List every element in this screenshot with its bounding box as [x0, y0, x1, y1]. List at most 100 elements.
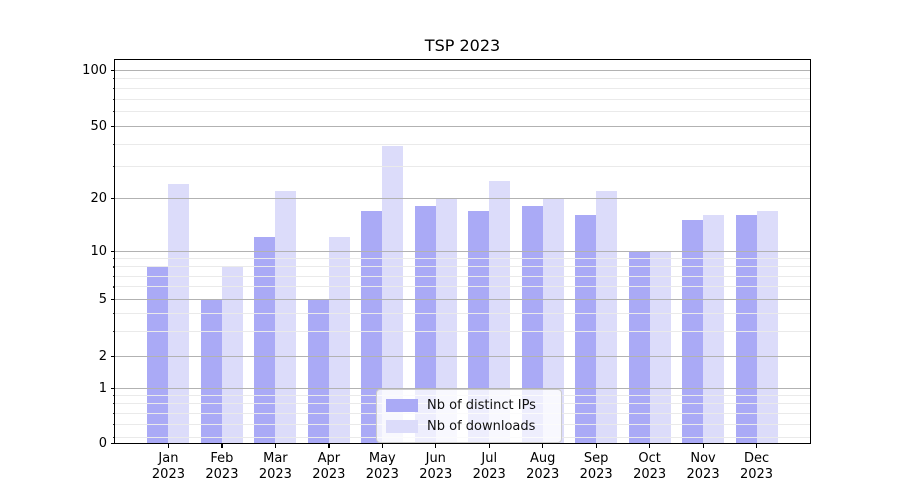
- gridline-y-20: [115, 197, 810, 199]
- x-tick-aug: [542, 443, 544, 448]
- gridline-y-10: [115, 250, 810, 252]
- y-tick-label-10: 10: [90, 243, 107, 259]
- y-tick-label-2: 2: [98, 349, 107, 364]
- bar-dec-downloads: [756, 210, 778, 443]
- legend-swatch-distinct-ips: [386, 399, 418, 412]
- y-minor-tick-0.6: [112, 423, 115, 425]
- gridline-y-80: [115, 87, 810, 89]
- gridline-y-6: [115, 286, 810, 288]
- bar-aug-distinct-ips: [521, 206, 543, 443]
- gridline-y-9: [115, 258, 810, 260]
- y-minor-tick-0.9: [112, 394, 115, 397]
- y-minor-tick-80: [112, 87, 115, 89]
- bar-jul-downloads: [489, 180, 511, 443]
- legend: Nb of distinct IPs Nb of downloads: [376, 389, 562, 443]
- x-tick-label-jul: Jul 2023: [472, 451, 506, 482]
- gridline-y-7: [115, 275, 810, 277]
- bar-may-distinct-ips: [361, 210, 383, 443]
- y-tick-label-50: 50: [90, 119, 107, 135]
- x-tick-label-sep: Sep 2023: [579, 451, 613, 482]
- legend-label-distinct-ips: Nb of distinct IPs: [427, 398, 536, 413]
- x-tick-label-mar: Mar 2023: [258, 451, 292, 482]
- y-minor-tick-60: [112, 111, 115, 113]
- y-tick-label-5: 5: [98, 292, 107, 307]
- x-tick-label-oct: Oct 2023: [633, 451, 667, 482]
- y-minor-tick-8: [112, 266, 115, 268]
- bar-jan-distinct-ips: [147, 266, 169, 443]
- bar-aug-downloads: [542, 198, 564, 443]
- x-tick-jan: [167, 443, 170, 448]
- x-tick-oct: [649, 443, 651, 448]
- y-minor-tick-0.8: [112, 403, 115, 405]
- y-tick-label-100: 100: [82, 62, 107, 78]
- y-tick-1: [110, 387, 115, 389]
- x-tick-feb: [221, 443, 223, 448]
- x-tick-apr: [328, 443, 330, 448]
- y-minor-tick-0.5: [112, 436, 115, 438]
- y-tick-2: [110, 356, 115, 358]
- bar-apr-distinct-ips: [307, 299, 329, 443]
- gridline-y-70: [115, 98, 810, 100]
- x-tick-dec: [756, 443, 758, 448]
- bar-sep-distinct-ips: [575, 215, 597, 443]
- y-tick-100: [110, 69, 115, 71]
- y-tick-20: [110, 197, 115, 199]
- y-minor-tick-70: [112, 98, 115, 100]
- y-minor-tick-30: [112, 166, 115, 168]
- gridline-y-50: [115, 126, 810, 128]
- y-tick-5: [110, 299, 115, 301]
- x-tick-label-aug: Aug 2023: [526, 451, 560, 482]
- bar-may-downloads: [382, 146, 404, 443]
- bar-sep-downloads: [596, 190, 618, 443]
- x-tick-sep: [595, 443, 597, 448]
- x-tick-label-nov: Nov 2023: [686, 451, 720, 482]
- x-tick-label-may: May 2023: [365, 451, 399, 482]
- gridline-y-2: [115, 356, 810, 357]
- gridline-y-100: [115, 69, 810, 71]
- gridline-y-5: [115, 299, 810, 300]
- legend-entry-downloads: Nb of downloads: [386, 416, 552, 437]
- gridline-y-1: [115, 387, 810, 389]
- y-minor-tick-40: [112, 143, 115, 145]
- gridline-y-40: [115, 143, 810, 145]
- gridline-y-60: [115, 111, 810, 113]
- y-tick-label-0: 0: [98, 435, 107, 451]
- y-minor-tick-6: [112, 286, 115, 288]
- y-tick-10: [110, 250, 115, 252]
- x-tick-mar: [274, 443, 277, 448]
- legend-label-downloads: Nb of downloads: [427, 419, 536, 434]
- x-tick-may: [381, 443, 383, 448]
- bar-feb-distinct-ips: [200, 299, 222, 443]
- y-minor-tick-0.7: [112, 412, 115, 414]
- x-tick-label-feb: Feb 2023: [205, 451, 239, 482]
- y-minor-tick-9: [112, 258, 115, 260]
- gridline-y-3: [115, 330, 810, 332]
- y-minor-tick-90: [112, 78, 115, 80]
- y-minor-tick-3: [112, 330, 115, 332]
- y-tick-label-20: 20: [90, 190, 107, 206]
- gridline-y-4: [115, 312, 810, 314]
- y-tick-50: [110, 126, 115, 128]
- x-tick-jul: [488, 443, 490, 448]
- bar-nov-downloads: [703, 215, 725, 443]
- bar-dec-distinct-ips: [735, 215, 757, 443]
- bar-oct-downloads: [649, 251, 671, 443]
- x-tick-label-dec: Dec 2023: [739, 451, 774, 482]
- bar-jul-distinct-ips: [468, 210, 490, 443]
- legend-swatch-downloads: [386, 420, 418, 433]
- gridline-y-8: [115, 266, 810, 268]
- bar-jun-downloads: [435, 198, 457, 443]
- x-tick-nov: [702, 443, 704, 448]
- legend-entry-distinct-ips: Nb of distinct IPs: [386, 395, 552, 416]
- bar-mar-distinct-ips: [254, 237, 276, 443]
- bar-jun-distinct-ips: [414, 206, 436, 443]
- gridline-y-30: [115, 166, 810, 168]
- bar-oct-distinct-ips: [628, 251, 650, 443]
- y-minor-tick-7: [112, 275, 115, 277]
- gridline-y-90: [115, 78, 810, 80]
- x-tick-label-jan: Jan 2023: [151, 451, 185, 482]
- y-tick-0: [110, 442, 115, 444]
- y-tick-label-1: 1: [98, 380, 107, 396]
- bar-mar-downloads: [275, 190, 297, 443]
